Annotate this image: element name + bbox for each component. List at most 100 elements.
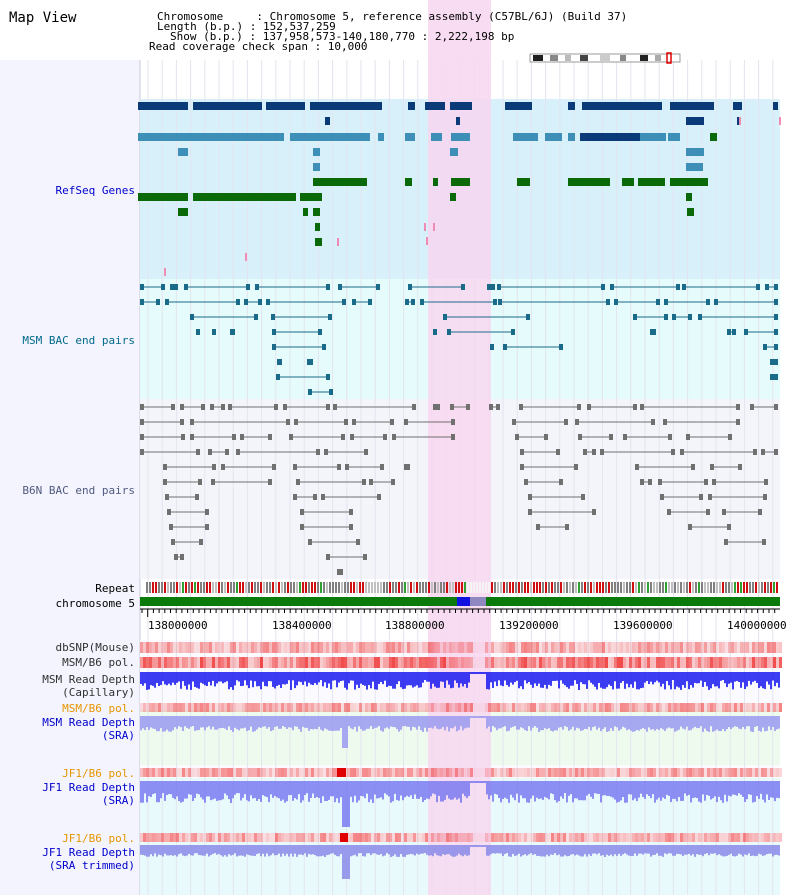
- msm-depth-sra-bar: [224, 716, 226, 729]
- track-label-msm-b6-pol-sra[interactable]: MSM/B6 pol.: [62, 702, 135, 715]
- track-label-refseq[interactable]: RefSeq Genes: [55, 184, 135, 197]
- jf1-depth-trim-bar: [488, 845, 490, 856]
- track-label-msm-read-depth-capillary[interactable]: MSM Read Depth: [42, 673, 135, 686]
- track-label-msm-b6-pol[interactable]: MSM/B6 pol.: [62, 656, 135, 669]
- jf1-depth-trim-bar: [460, 845, 462, 856]
- msm-bac-pair-end: [338, 284, 342, 290]
- msm-b6-pol-strip: [221, 657, 224, 668]
- msm-depth-sra-bar: [400, 716, 402, 730]
- msm-b6-pol-strip: [149, 657, 152, 668]
- msm-b6-pol-strip: [611, 657, 614, 668]
- jf1-depth-sra-bar: [774, 781, 776, 802]
- repeat-element: [185, 582, 187, 593]
- jf1-b6-pol-strip: [284, 768, 287, 777]
- msm-b6-pol-strip: [578, 657, 581, 668]
- jf1-b6-pol-trim-strip: [551, 833, 554, 842]
- jf1-b6-pol-strip: [302, 768, 305, 777]
- dbsnp-strip: [563, 642, 566, 653]
- jf1-b6-pol-strip: [209, 768, 212, 777]
- msm-b6-pol-sra-strip: [719, 703, 722, 712]
- dbsnp-strip: [620, 642, 623, 653]
- jf1-depth-sra-bar: [598, 781, 600, 794]
- jf1-depth-sra-bar: [144, 781, 146, 794]
- track-label-jf1-read-depth-sra[interactable]: JF1 Read Depth: [42, 781, 135, 794]
- jf1-depth-trim-bar: [570, 845, 572, 855]
- msm-depth-capillary-bar: [222, 672, 224, 684]
- jf1-b6-pol-trim-strip: [371, 833, 374, 842]
- jf1-depth-trim-bar: [272, 845, 274, 854]
- msm-depth-sra-bar: [582, 716, 584, 731]
- track-label-b6n-bac[interactable]: B6N BAC end pairs: [22, 484, 135, 497]
- msm-b6-pol-sra-strip: [356, 703, 359, 712]
- jf1-depth-sra-bar: [586, 781, 588, 796]
- repeat-element: [176, 582, 178, 593]
- jf1-depth-sra-bar: [628, 781, 630, 795]
- jf1-depth-sra-bar: [656, 781, 658, 800]
- repeat-element: [362, 582, 364, 593]
- jf1-depth-trim-bar: [542, 845, 544, 857]
- jf1-depth-trim-bar: [174, 845, 176, 856]
- jf1-b6-pol-strip: [434, 768, 437, 777]
- msm-depth-sra-bar: [196, 716, 198, 731]
- dbsnp-strip: [650, 642, 653, 653]
- jf1-b6-pol-trim-strip: [146, 833, 149, 842]
- jf1-depth-sra-bar: [170, 781, 172, 795]
- track-label-jf1-b6-pol-trimmed[interactable]: JF1/B6 pol.: [62, 832, 135, 845]
- refseq-gene: [313, 208, 320, 216]
- dbsnp-strip: [320, 642, 323, 653]
- msm-b6-pol-strip: [308, 657, 311, 668]
- msm-depth-capillary-bar: [634, 672, 636, 682]
- msm-depth-sra-bar: [504, 716, 506, 727]
- msm-depth-capillary-bar: [198, 672, 200, 689]
- repeat-element: [158, 582, 160, 593]
- msm-depth-sra-bar: [172, 716, 174, 731]
- jf1-b6-pol-strip: [542, 768, 545, 777]
- jf1-b6-pol-trim-strip: [725, 833, 728, 842]
- msm-b6-pol-sra-strip: [725, 703, 728, 712]
- msm-b6-pol-strip: [575, 657, 578, 668]
- repeat-element: [599, 582, 601, 593]
- msm-depth-capillary-bar: [696, 672, 698, 684]
- b6n-bac-pair-end: [326, 554, 330, 560]
- track-label-jf1-b6-pol[interactable]: JF1/B6 pol.: [62, 767, 135, 780]
- jf1-depth-trim-bar: [358, 845, 360, 854]
- jf1-b6-pol-strip: [191, 768, 194, 777]
- track-label-msm-bac[interactable]: MSM BAC end pairs: [22, 334, 135, 347]
- jf1-b6-pol-trim-strip: [167, 833, 170, 842]
- msm-depth-sra-bar: [524, 716, 526, 731]
- jf1-b6-pol-strip: [587, 768, 590, 777]
- msm-depth-sra-bar: [706, 716, 708, 731]
- dbsnp-strip: [176, 642, 179, 653]
- jf1-depth-sra-bar: [142, 781, 144, 803]
- msm-b6-pol-strip: [425, 657, 428, 668]
- msm-b6-pol-strip: [548, 657, 551, 668]
- jf1-b6-pol-trim-strip: [509, 833, 512, 842]
- track-label-jf1-read-depth-trimmed[interactable]: JF1 Read Depth: [42, 846, 135, 859]
- msm-depth-sra-bar: [710, 716, 712, 727]
- dbsnp-strip: [443, 642, 446, 653]
- msm-b6-pol-strip: [146, 657, 149, 668]
- track-label-msm-read-depth-sra[interactable]: MSM Read Depth: [42, 716, 135, 729]
- repeat-element: [323, 582, 325, 593]
- b6n-bac-pair-end: [736, 419, 740, 425]
- msm-depth-sra-bar: [728, 716, 730, 728]
- msm-b6-pol-strip: [521, 657, 524, 668]
- msm-depth-sra-bar: [420, 716, 422, 731]
- msm-b6-pol-strip: [698, 657, 701, 668]
- track-label-repeat[interactable]: Repeat: [95, 582, 135, 595]
- msm-depth-sra-bar: [522, 716, 524, 729]
- jf1-b6-pol-strip: [620, 768, 623, 777]
- jf1-b6-pol-trim-strip: [713, 833, 716, 842]
- jf1-depth-trim-bar: [498, 845, 500, 854]
- msm-b6-pol-strip: [617, 657, 620, 668]
- jf1-depth-trim-bar: [728, 845, 730, 855]
- jf1-depth-sra-bar: [198, 781, 200, 795]
- track-label-dbsnp[interactable]: dbSNP(Mouse): [55, 641, 135, 654]
- msm-b6-pol-sra-strip: [296, 703, 299, 712]
- jf1-depth-trim-bar: [354, 845, 356, 855]
- msm-b6-pol-sra-strip: [524, 703, 527, 712]
- msm-depth-sra-bar: [304, 716, 306, 728]
- msm-depth-sra-bar: [240, 716, 242, 729]
- msm-depth-sra-bar: [252, 716, 254, 732]
- msm-depth-capillary-bar: [514, 672, 516, 683]
